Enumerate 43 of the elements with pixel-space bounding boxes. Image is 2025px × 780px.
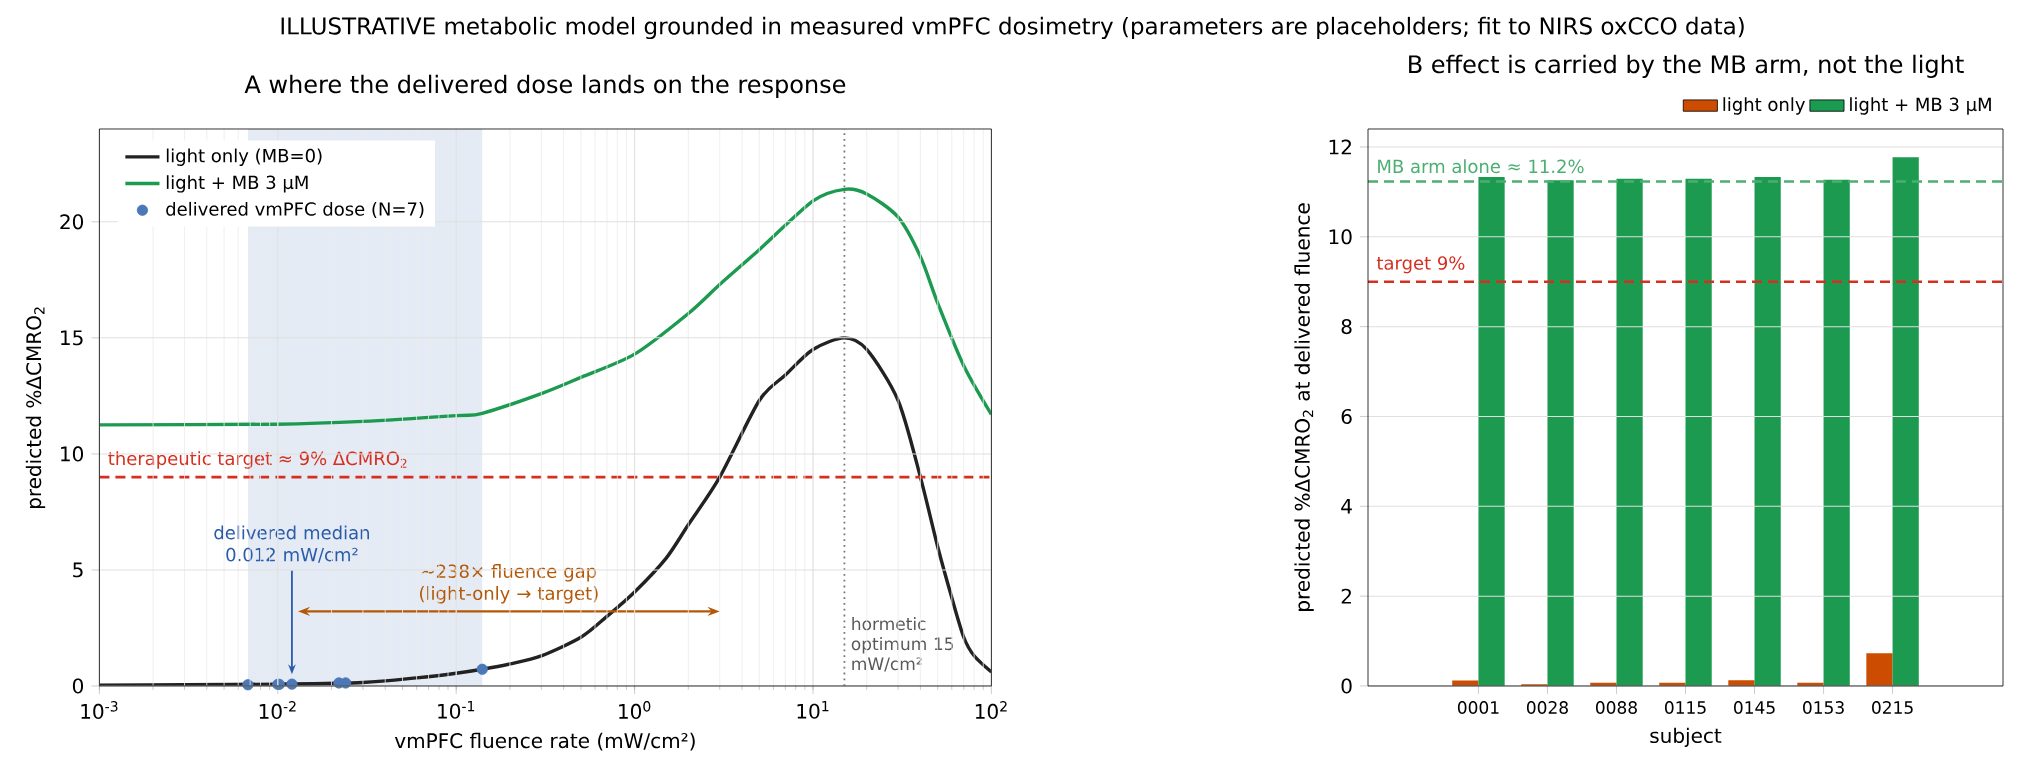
chart-title: A where the delivered dose lands on the response	[244, 74, 846, 98]
legend-label: light only (MB=0)	[166, 148, 322, 166]
y-axis-title: predicted %ΔCMRO$_{2}$ at delivered fluence	[1294, 203, 1314, 611]
x-tick-label: 10$^{-3}$	[81, 701, 118, 719]
y-tick-label: 2	[1341, 588, 1351, 604]
y-tick-label: 0	[1341, 678, 1352, 694]
y-tick-label: 10	[1329, 229, 1352, 245]
x-axis-title: vmPFC fluence rate (mW/cm²)	[394, 732, 695, 751]
legend-label: light only	[1723, 97, 1805, 115]
y-tick-label: 10	[61, 446, 84, 462]
x-tick-label: 10$^{0}$	[619, 701, 651, 719]
ref-line-label: MB arm alone ≈ 11.2%	[1378, 159, 1584, 174]
text: ILLUSTRATIVE metabolic model grounded in measured vmPFC dosimetry (parameters are placeholders; fit to NIRS oxCCO data)	[281, 16, 1744, 40]
x-tick-label: 0028	[1526, 701, 1568, 714]
annotation: delivered median 0.012 mW/cm²	[214, 525, 369, 563]
y-tick-label: 5	[73, 562, 83, 578]
x-tick-label: 0115	[1665, 701, 1706, 714]
y-tick-label: 12	[1329, 139, 1351, 155]
y-tick-label: 15	[61, 330, 83, 346]
y-tick-label: 4	[1341, 499, 1352, 514]
y-tick-label: 8	[1341, 319, 1352, 335]
y-tick-label: 0	[72, 678, 84, 694]
x-tick-label: 10$^{2}$	[975, 701, 1007, 719]
x-tick-label: 0215	[1872, 701, 1913, 714]
x-tick-label: 10$^{1}$	[797, 701, 829, 719]
x-tick-label: 10$^{-2}$	[259, 701, 296, 719]
x-tick-label: 0145	[1734, 701, 1775, 714]
x-tick-label: 0001	[1457, 701, 1499, 714]
ref-line-label: hormetic optimum 15 mW/cm²	[851, 617, 954, 672]
ref-line-label: target 9%	[1376, 256, 1465, 274]
legend-label: light + MB 3 µM	[166, 175, 308, 193]
x-tick-label: 0153	[1803, 701, 1844, 714]
annotation: ~238× fluence gap (light-only → target)	[420, 564, 598, 604]
y-tick-label: 20	[60, 214, 84, 230]
x-axis-title: subject	[1650, 727, 1722, 748]
chart-title: B effect is carried by the MB arm, not the light	[1409, 54, 1964, 78]
x-tick-label: 0088	[1595, 701, 1637, 714]
y-axis-title: predicted %ΔCMRO$_{2}$	[25, 307, 46, 509]
legend-label: delivered vmPFC dose (N=7)	[166, 201, 424, 218]
y-tick-label: 6	[1341, 408, 1352, 425]
x-tick-label: 10$^{-1}$	[438, 701, 475, 719]
ref-line-label: therapeutic target ≈ 9% ΔCMRO$_{2}$	[108, 451, 407, 469]
legend-label: light + MB 3 µM	[1850, 97, 1991, 115]
